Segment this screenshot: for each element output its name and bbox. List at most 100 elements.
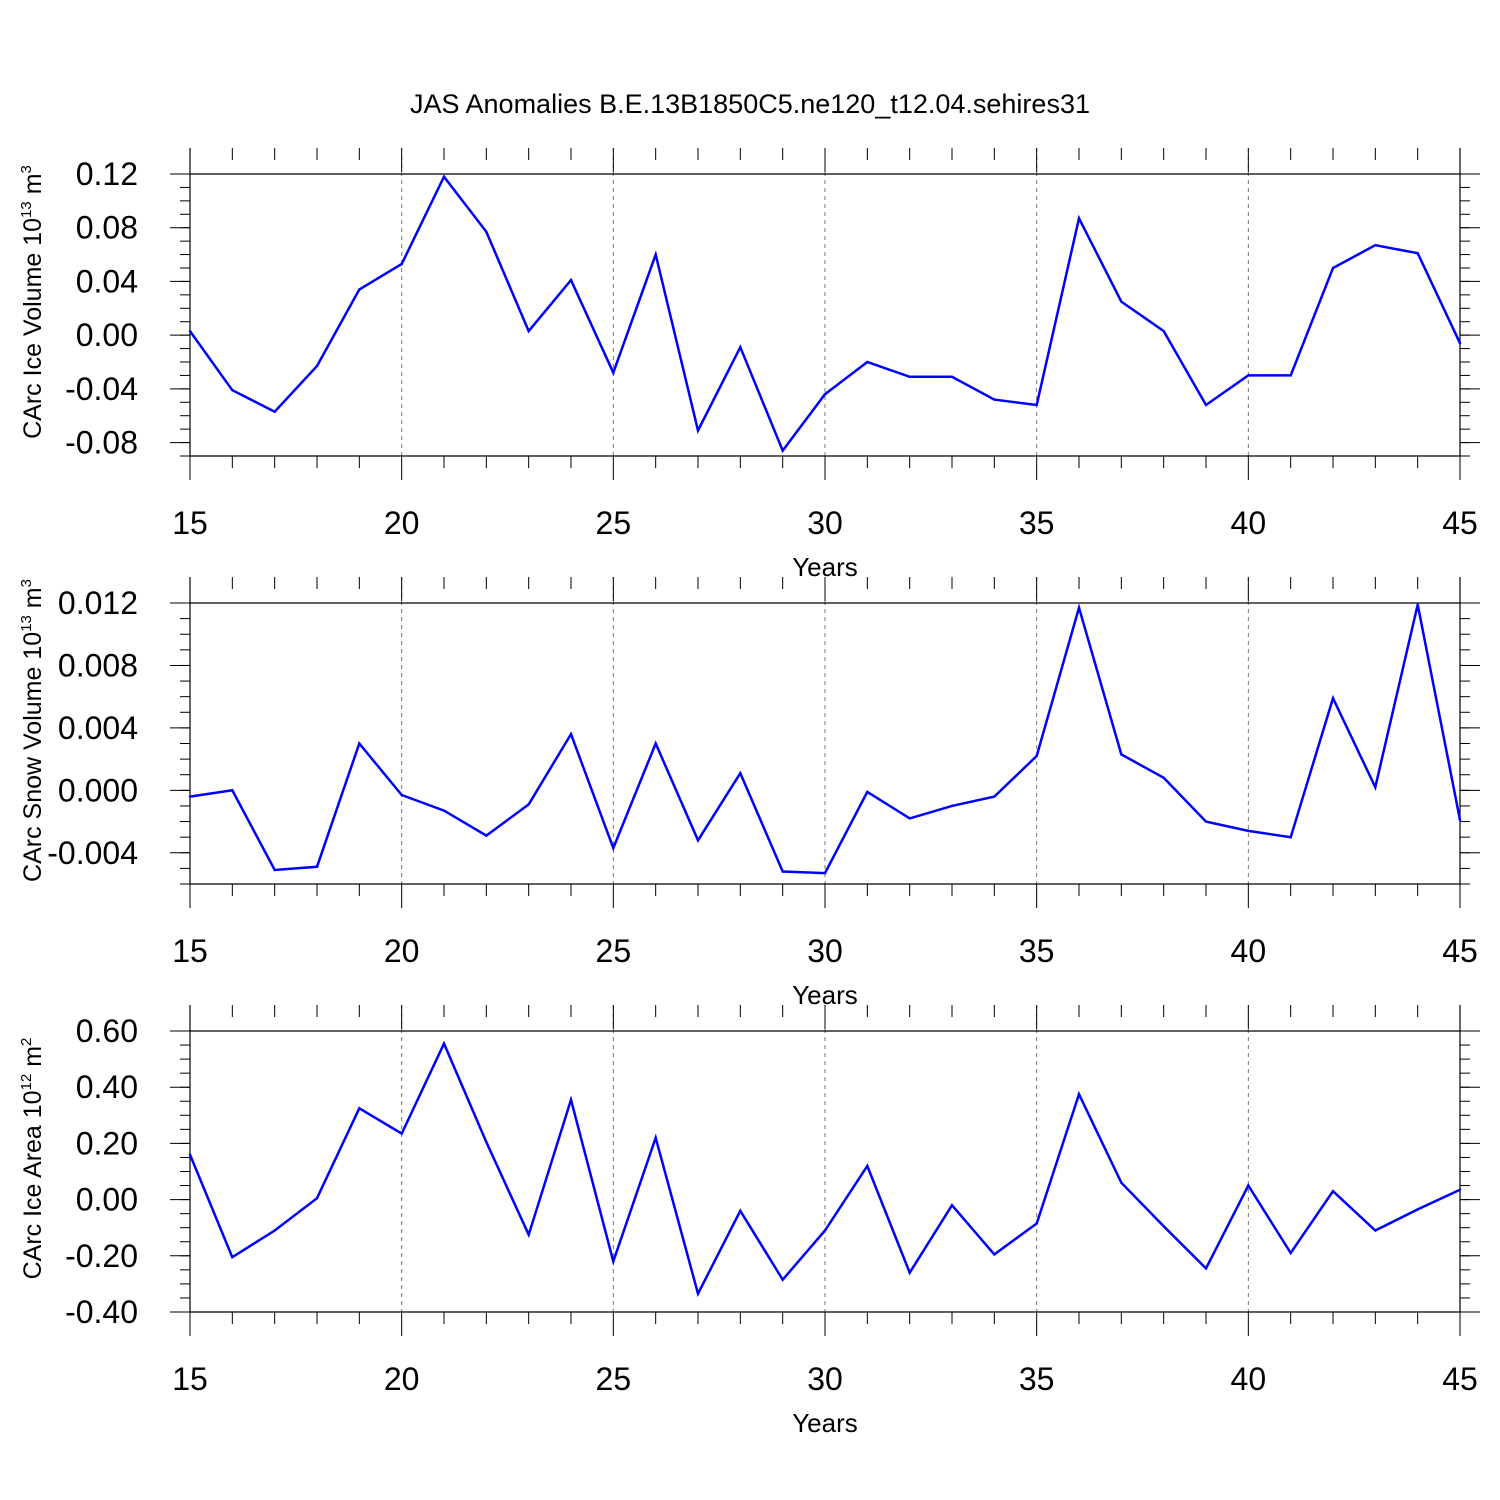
data-point: [273, 868, 276, 872]
data-point: [400, 262, 403, 266]
data-point: [1035, 754, 1038, 758]
x-tick-label: 45: [1442, 1361, 1478, 1397]
x-tick-label: 40: [1231, 933, 1267, 969]
data-point: [569, 1098, 573, 1102]
data-point: [1162, 329, 1165, 333]
y-tick-label: 0.00: [76, 1182, 138, 1218]
data-point: [188, 1153, 192, 1156]
x-tick-label: 15: [172, 933, 208, 969]
y-axis-label-unit: m: [19, 1046, 47, 1074]
data-point: [1458, 1188, 1462, 1191]
data-point: [1120, 1181, 1123, 1184]
y-tick-label: 0.00: [76, 317, 138, 353]
data-point: [400, 1132, 403, 1135]
x-tick-label: 30: [807, 1361, 843, 1397]
panel-1: -0.08 -0.04 0.00 0.04 0.08 0.12 15 20 25 30 35 40 45…: [18, 148, 1480, 582]
data-point: [823, 393, 827, 396]
y-tick-label: 0.20: [76, 1125, 138, 1161]
data-point: [654, 742, 657, 745]
data-point: [993, 795, 996, 798]
y-axis-label-text: CArc Ice Volume 10: [19, 218, 47, 439]
data-point: [1331, 1189, 1335, 1193]
data-point: [866, 790, 869, 794]
panel-2: -0.004 0.000 0.004 0.008 0.012 15 20 25 30 35 40 45…: [18, 577, 1480, 1010]
data-point: [612, 371, 615, 374]
data-point: [1247, 829, 1250, 833]
y-axis-label-exponent: 13: [18, 615, 35, 632]
x-tick-label: 30: [807, 933, 843, 969]
x-axis-label: Years: [792, 1408, 858, 1438]
y-tick-label: 0.60: [76, 1013, 138, 1049]
data-point: [612, 1260, 615, 1263]
data-point: [1120, 753, 1123, 756]
data-point: [358, 742, 361, 745]
data-point: [315, 865, 319, 869]
data-point: [273, 1229, 276, 1232]
data-point: [908, 817, 911, 820]
data-point: [696, 839, 700, 842]
data-point: [1247, 374, 1250, 377]
data-point: [442, 175, 446, 178]
data-point: [527, 329, 530, 333]
y-tick-label: -0.04: [65, 371, 138, 407]
x-tick-label: 25: [596, 505, 632, 541]
y-axis-label-text: CArc Snow Volume 10: [19, 632, 47, 882]
data-point: [485, 230, 488, 233]
data-point: [1289, 374, 1292, 377]
data-point: [866, 360, 869, 364]
data-point: [485, 834, 488, 837]
data-point: [527, 803, 530, 806]
data-point: [1416, 252, 1419, 255]
data-point: [1035, 403, 1038, 407]
x-tick-label: 30: [807, 505, 843, 541]
y-axis-label-unit-exponent: 3: [18, 579, 35, 587]
x-tick-label: 45: [1442, 933, 1478, 969]
data-point: [781, 1278, 784, 1281]
data-point: [442, 1042, 446, 1045]
data-point: [612, 846, 615, 850]
y-axis-label-exponent: 13: [18, 201, 35, 218]
y-tick-label: 0.012: [58, 585, 138, 621]
data-point: [1331, 266, 1335, 270]
data-point: [654, 253, 657, 256]
data-point: [315, 364, 319, 368]
x-tick-label: 35: [1019, 505, 1055, 541]
y-axis-label-unit-exponent: 2: [18, 1038, 35, 1046]
data-point: [696, 1292, 700, 1295]
data-point: [1077, 1093, 1081, 1096]
data-point: [696, 429, 700, 432]
data-point: [1204, 1267, 1208, 1270]
panel-3: -0.40 -0.20 0.00 0.20 0.40 0.60 15 20 25 30 35 40 45…: [18, 1005, 1480, 1438]
data-point: [188, 329, 192, 333]
series-line: [188, 174, 1462, 454]
data-point: [993, 398, 996, 401]
data-point: [908, 375, 911, 378]
x-tick-label: 25: [596, 1361, 632, 1397]
y-axis-label-exponent: 12: [18, 1074, 35, 1091]
data-point: [188, 795, 192, 798]
data-point: [273, 410, 276, 413]
data-point: [823, 1229, 827, 1232]
y-axis-label-unit: m: [19, 173, 47, 201]
data-point: [1247, 1184, 1250, 1187]
x-tick-label: 25: [596, 933, 632, 969]
data-point: [569, 732, 573, 736]
y-tick-label: 0.12: [76, 156, 138, 192]
data-point: [1331, 697, 1335, 700]
data-point: [1416, 603, 1419, 606]
data-point: [231, 389, 234, 392]
data-point: [1458, 818, 1462, 822]
data-point: [1120, 300, 1123, 303]
data-point: [569, 278, 573, 282]
y-axis-label-unit: m: [19, 587, 47, 615]
x-tick-label: 15: [172, 1361, 208, 1397]
y-tick-label: -0.40: [65, 1294, 138, 1330]
data-point: [1204, 820, 1208, 823]
data-point: [527, 1233, 530, 1236]
data-point: [485, 1140, 488, 1144]
x-tick-label: 40: [1231, 1361, 1267, 1397]
x-tick-label: 40: [1231, 505, 1267, 541]
data-point: [1077, 217, 1081, 220]
